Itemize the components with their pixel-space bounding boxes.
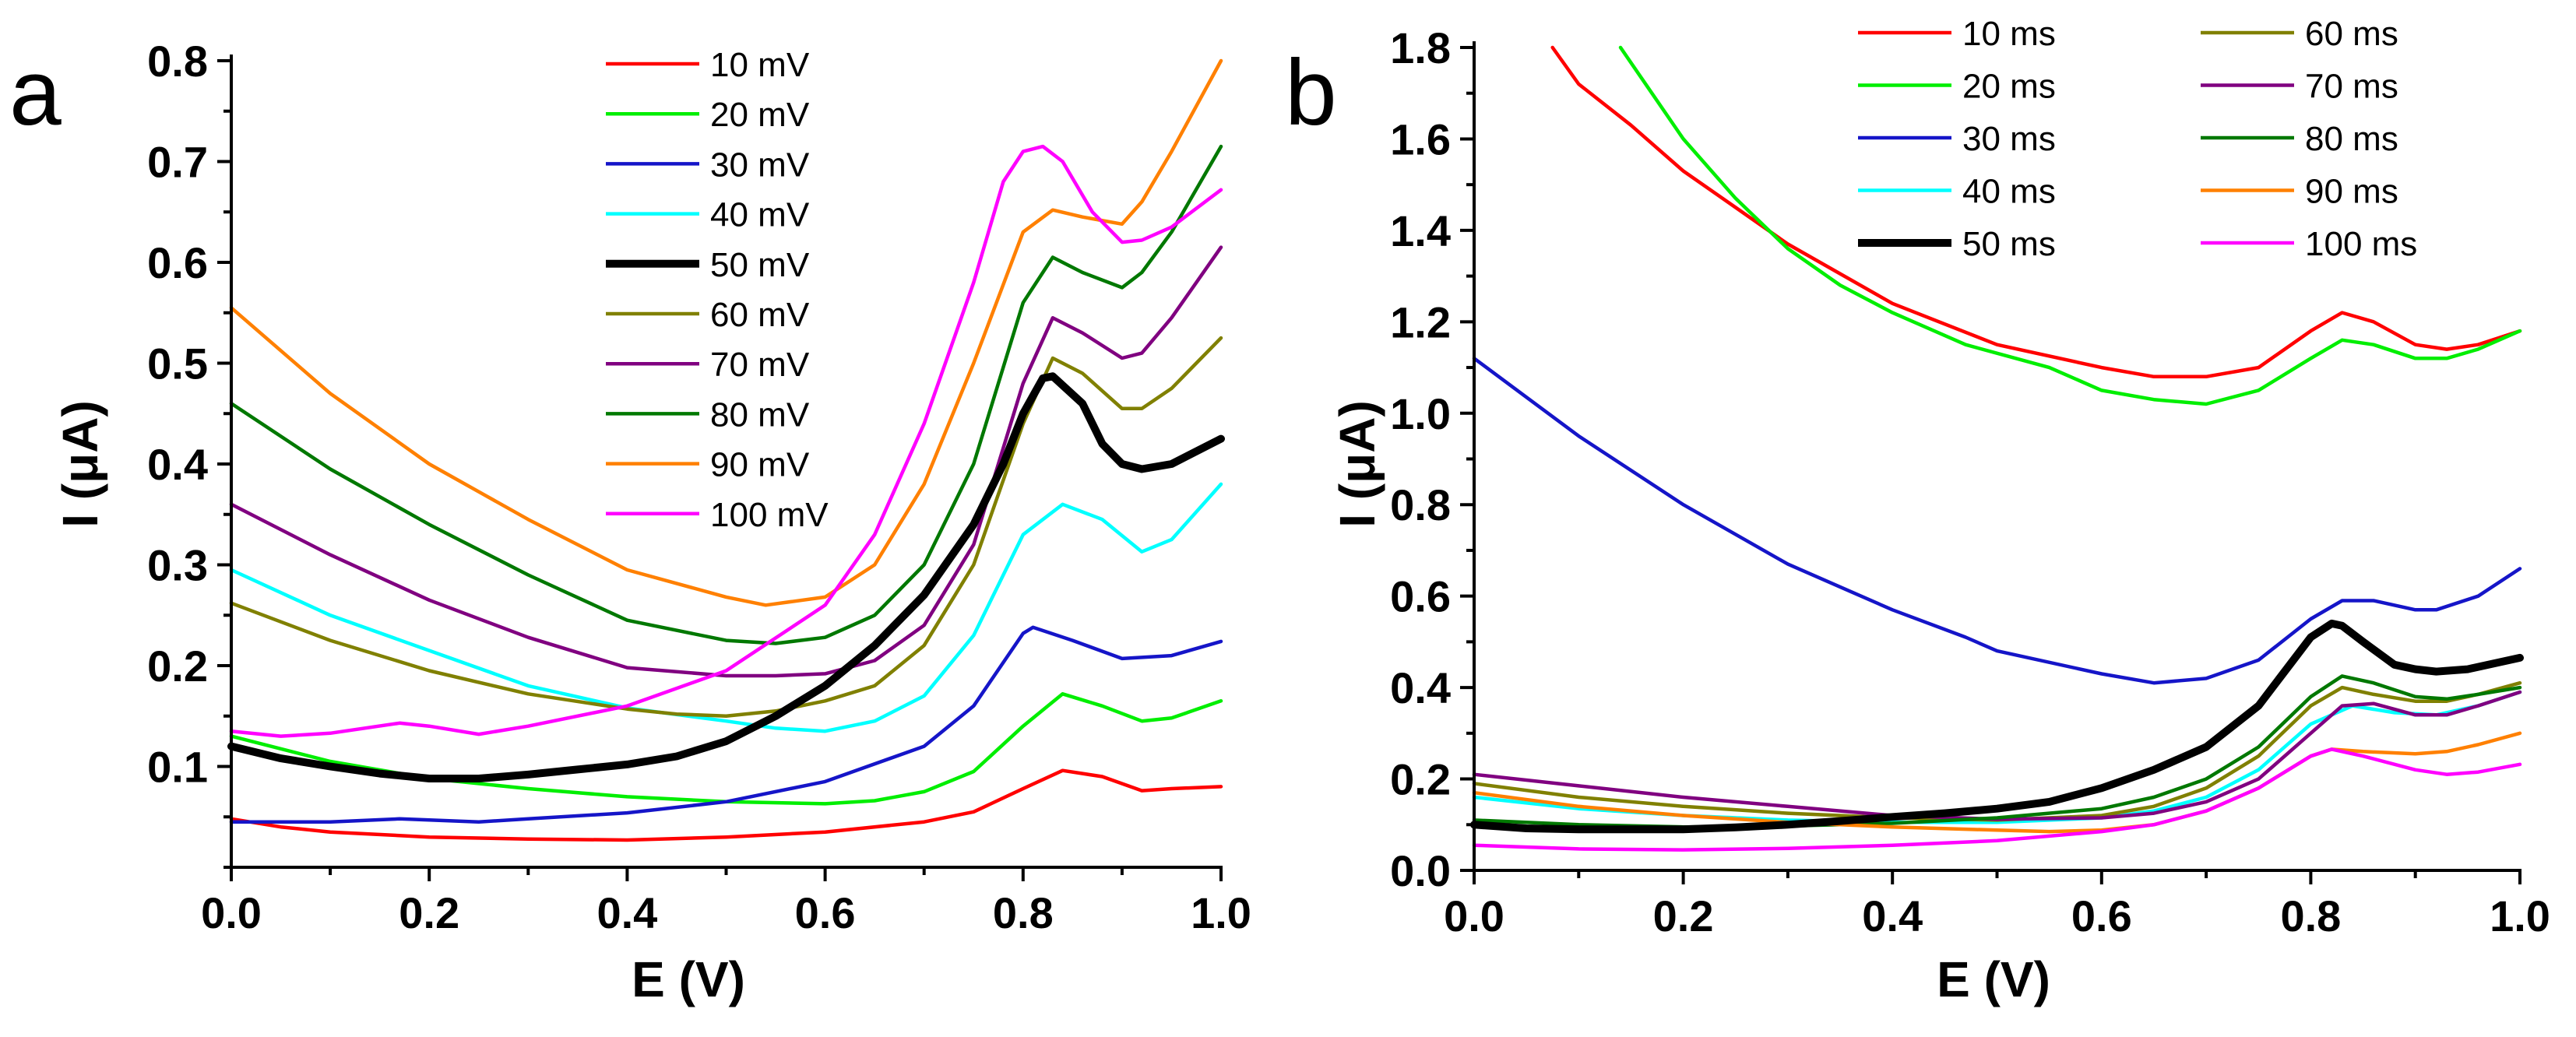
y-tick-label: 0.8: [1390, 480, 1451, 529]
panel-a: a 0.0 0.2 0.4 0.6 0.8 1.00.10.20.30.40.50.60.…: [9, 37, 1251, 1007]
panel-b: b 0.0 0.2 0.4 0.6 0.8 1.0 0.0 0.2 0.4 0.6 0.8 1.0 1.…: [1285, 15, 2550, 1007]
legend-label: 70 ms: [2305, 68, 2398, 106]
legend-label: 90 ms: [2305, 173, 2398, 211]
series-line-10-mV: [229, 768, 1223, 842]
y-tick-label: 1.4: [1390, 206, 1451, 255]
legend-label: 60 ms: [2305, 15, 2398, 53]
panel-a-legend: 10 mV 20 mV 30 mV 40 mV 50 mV 60 mV 70 mV 80 mV…: [606, 46, 829, 534]
legend-label: 10 ms: [1962, 15, 2056, 53]
y-tick-label: 0.4: [147, 440, 208, 489]
panel-b-x-axis-title: E (V): [1937, 951, 2050, 1007]
y-tick-label: 0.7: [147, 138, 208, 187]
y-tick-label: 0.5: [147, 339, 208, 388]
legend-label: 100 mV: [710, 496, 829, 534]
x-tick-label: 1.0: [2490, 891, 2550, 940]
series-line-60-ms: [1472, 680, 2522, 822]
series-line-100-ms: [1472, 747, 2522, 852]
series-line-100-mV: [229, 144, 1223, 738]
y-tick-label: 1.6: [1390, 114, 1451, 163]
panel-b-series: [1470, 45, 2524, 852]
y-tick-label: 0.2: [1390, 755, 1451, 804]
x-tick-label: 0.6: [2071, 891, 2132, 940]
x-tick-label: 1.0: [1191, 888, 1251, 937]
panel-b-axes: [1460, 41, 2521, 884]
panel-a-axes: [217, 54, 1223, 881]
legend-label: 70 mV: [710, 346, 810, 384]
legend-label: 100 ms: [2305, 225, 2417, 263]
legend-label: 40 mV: [710, 196, 810, 234]
x-tick-label: 0.0: [201, 888, 262, 937]
panel-a-y-axis-title: I (μA): [52, 400, 108, 528]
x-tick-label: 0.4: [1862, 891, 1923, 940]
series-line-10-ms: [1550, 45, 2522, 379]
y-tick-label: 0.6: [147, 238, 208, 287]
y-tick-label: 0.1: [147, 743, 208, 792]
series-line-90-mV: [229, 58, 1223, 607]
series-line-50-ms: [1470, 619, 2524, 834]
series-line-80-mV: [229, 144, 1223, 645]
legend-label: 10 mV: [710, 46, 810, 84]
panel-a-label: a: [9, 40, 62, 145]
series-line-20-mV: [229, 692, 1223, 806]
legend-label: 20 mV: [710, 96, 810, 134]
series-line-40-mV: [229, 482, 1223, 733]
x-tick-label: 0.2: [399, 888, 459, 937]
series-line-20-ms: [1618, 45, 2522, 406]
legend-label: 80 ms: [2305, 120, 2398, 158]
x-tick-label: 0.8: [2280, 891, 2341, 940]
x-tick-label: 0.2: [1653, 891, 1714, 940]
series-line-30-ms: [1472, 357, 2522, 685]
legend-label: 50 ms: [1962, 225, 2056, 263]
legend-label: 60 mV: [710, 296, 810, 334]
y-tick-label: 0.4: [1390, 663, 1451, 712]
series-line-70-ms: [1472, 690, 2522, 821]
y-tick-label: 0.8: [147, 37, 208, 86]
y-tick-label: 0.0: [1390, 846, 1451, 895]
legend-label: 90 mV: [710, 446, 810, 484]
series-line-70-mV: [229, 245, 1223, 678]
x-tick-label: 0.6: [795, 888, 856, 937]
y-tick-label: 0.2: [147, 642, 208, 691]
legend-label: 20 ms: [1962, 68, 2056, 106]
y-tick-label: 0.3: [147, 541, 208, 590]
y-tick-label: 1.0: [1390, 389, 1451, 438]
panel-b-legend: 10 ms 20 ms 30 ms 40 ms 50 ms 60 ms 70 ms 80 ms…: [1858, 15, 2417, 263]
y-tick-label: 1.2: [1390, 297, 1451, 346]
x-tick-label: 0.8: [993, 888, 1054, 937]
panel-b-y-axis-title: I (μA): [1329, 400, 1385, 528]
panel-a-x-axis-title: E (V): [632, 951, 745, 1007]
panel-a-series: [227, 58, 1225, 842]
x-tick-label: 0.4: [596, 888, 657, 937]
series-line-60-mV: [229, 336, 1223, 719]
series-line-30-mV: [229, 625, 1223, 824]
panel-a-tick-labels: 0.0 0.2 0.4 0.6 0.8 1.0 0.1 0.2 0.3 0.4 0.5 0.6 0.7 0…: [147, 37, 1251, 937]
y-tick-label: 0.6: [1390, 572, 1451, 621]
panel-b-tick-labels: 0.0 0.2 0.4 0.6 0.8 1.0 0.0 0.2 0.4 0.6 0.8 1.0 1.2 1…: [1390, 23, 2550, 940]
series-line-50-mV: [227, 372, 1225, 782]
legend-label: 80 mV: [710, 395, 810, 434]
legend-label: 30 mV: [710, 146, 810, 184]
y-tick-label: 1.8: [1390, 23, 1451, 72]
legend-label: 40 ms: [1962, 173, 2056, 211]
legend-label: 50 mV: [710, 246, 810, 284]
x-tick-label: 0.0: [1444, 891, 1504, 940]
panel-b-label: b: [1285, 40, 1337, 145]
legend-label: 30 ms: [1962, 120, 2056, 158]
